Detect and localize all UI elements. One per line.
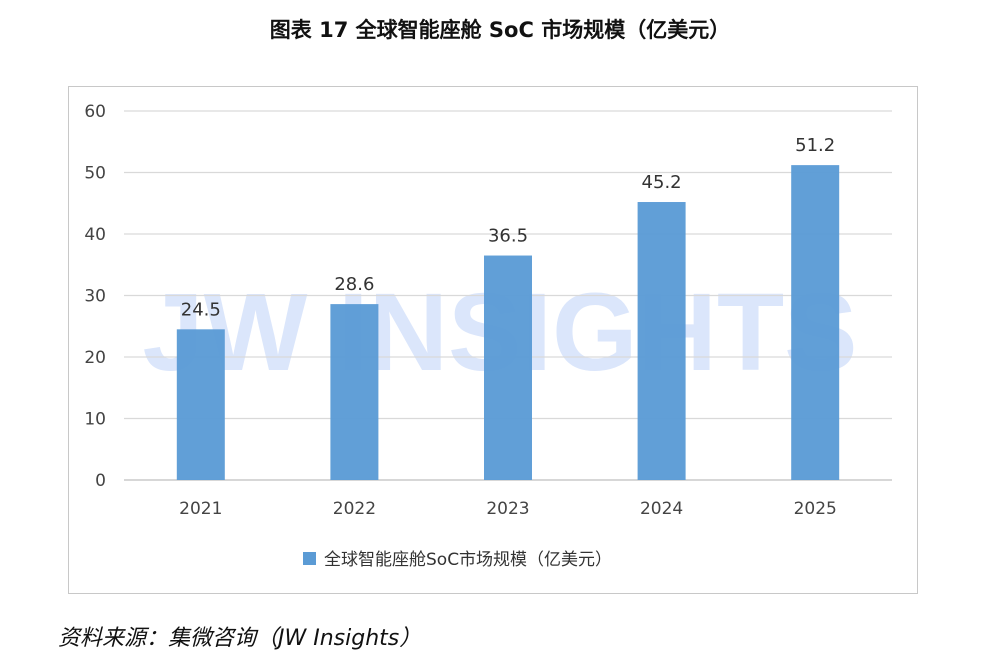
y-tick-label: 30: [84, 287, 106, 307]
bar-2025: [791, 165, 840, 480]
y-tick-label: 10: [84, 410, 106, 430]
x-tick-label: 2023: [486, 499, 529, 519]
y-tick-label: 60: [84, 102, 106, 122]
data-label-2025: 51.2: [795, 135, 835, 156]
bar-2022: [330, 304, 379, 480]
x-tick-label: 2022: [333, 499, 376, 519]
bar-2021: [176, 329, 225, 480]
data-label-2022: 28.6: [334, 274, 374, 295]
data-label-2024: 45.2: [642, 172, 682, 193]
source-note: 资料来源：集微咨询（JW Insights）: [58, 626, 422, 651]
bar-2023: [484, 255, 532, 480]
x-tick-label: 2024: [640, 499, 683, 519]
x-tick-label: 2021: [179, 499, 222, 519]
chart-frame: [68, 86, 918, 594]
y-tick-label: 0: [95, 471, 106, 491]
bar-2024: [637, 202, 686, 480]
chart-title: 图表 17 全球智能座舱 SoC 市场规模（亿美元）: [269, 18, 731, 42]
x-tick-label: 2025: [794, 499, 837, 519]
legend-swatch: [303, 552, 316, 565]
y-tick-label: 50: [84, 164, 106, 184]
data-label-2021: 24.5: [181, 299, 221, 320]
legend-label: 全球智能座舱SoC市场规模（亿美元）: [324, 550, 612, 570]
y-tick-label: 20: [84, 348, 106, 368]
data-label-2023: 36.5: [488, 226, 528, 247]
y-tick-label: 40: [84, 225, 106, 245]
